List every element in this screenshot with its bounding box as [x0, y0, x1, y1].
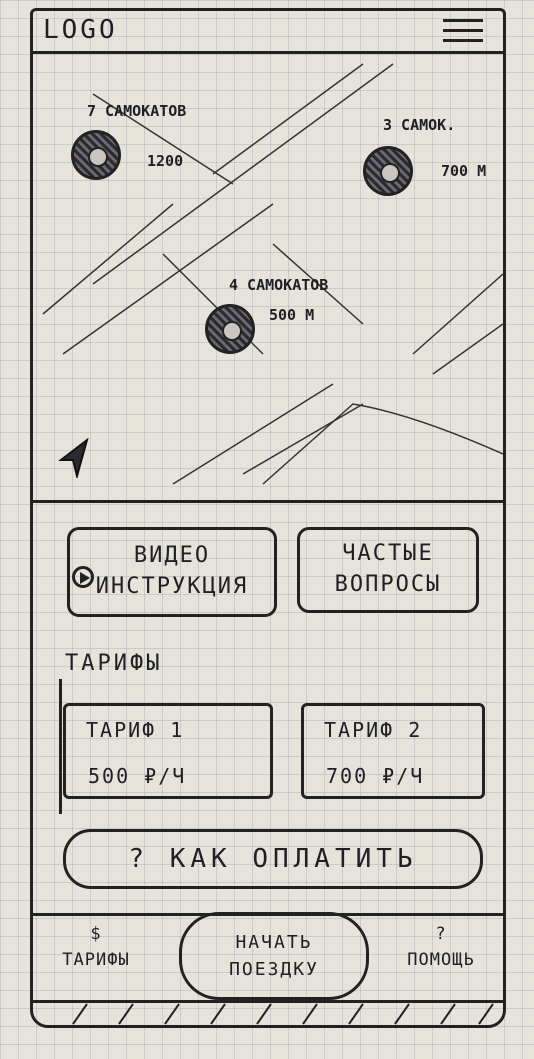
nav-tariffs[interactable]: $ ТАРИФЫ — [41, 922, 151, 973]
video-line1: ВИДЕО — [133, 543, 211, 569]
start-line2: ПОЕЗДКУ — [229, 959, 319, 980]
scooter-map[interactable]: 7 САМОКАТОВ 1200 3 САМОК. 700 М 4 САМОКА… — [33, 54, 503, 503]
faq-line1: ЧАСТЫЕ — [342, 541, 434, 567]
tariff-card-1[interactable]: ТАРИФ 1 500 ₽/Ч — [63, 703, 273, 799]
tariff-price: 700 ₽/Ч — [326, 764, 425, 788]
navigation-arrow-icon[interactable] — [57, 437, 93, 482]
tariffs-title: ТАРИФЫ — [65, 651, 163, 676]
play-icon — [72, 566, 94, 588]
app-header: LOGO — [33, 11, 503, 54]
marker-distance-label: 1200 — [147, 152, 184, 170]
map-streets — [42, 63, 503, 485]
start-ride-button[interactable]: НАЧАТЬ ПОЕЗДКУ — [179, 912, 369, 1000]
scooter-location-icon — [71, 130, 121, 180]
nav-help[interactable]: ? ПОМОЩЬ — [383, 922, 499, 973]
scooter-location-icon — [205, 304, 255, 354]
how-to-pay-button[interactable]: ? КАК ОПЛАТИТЬ — [63, 829, 483, 889]
tariff-name: ТАРИФ 1 — [86, 718, 185, 742]
logo: LOGO — [43, 15, 118, 45]
start-line1: НАЧАТЬ — [235, 932, 313, 953]
tariff-card-2[interactable]: ТАРИФ 2 700 ₽/Ч — [301, 703, 485, 799]
video-instruction-button[interactable]: ВИДЕО ИНСТРУКЦИЯ — [67, 527, 277, 617]
phone-frame: LOGO 7 САМОКАТОВ 1200 — [30, 8, 506, 1028]
nav-help-label: ПОМОЩЬ — [407, 949, 475, 970]
faq-line2: ВОПРОСЫ — [334, 572, 442, 597]
video-line2: ИНСТРУКЦИЯ — [95, 574, 249, 599]
hamburger-menu-icon[interactable] — [443, 19, 483, 45]
tariff-price: 500 ₽/Ч — [88, 764, 187, 788]
marker-count-label: 7 САМОКАТОВ — [87, 102, 187, 120]
faq-button[interactable]: ЧАСТЫЕ ВОПРОСЫ — [297, 527, 479, 613]
marker-distance-label: 700 М — [441, 162, 487, 180]
marker-count-label: 3 САМОК. — [383, 116, 456, 134]
scooter-location-icon — [363, 146, 413, 196]
question-icon: ? — [435, 924, 447, 944]
tariffs-bracket — [59, 679, 68, 814]
dollar-icon: $ — [90, 924, 102, 944]
nav-tariffs-label: ТАРИФЫ — [62, 949, 130, 970]
tariff-name: ТАРИФ 2 — [324, 718, 423, 742]
bottom-navigation: $ ТАРИФЫ НАЧАТЬ ПОЕЗДКУ ? ПОМОЩЬ — [33, 912, 503, 1003]
marker-distance-label: 500 М — [269, 306, 315, 324]
home-bar-hatching — [72, 1003, 494, 1025]
marker-count-label: 4 САМОКАТОВ — [229, 276, 329, 294]
